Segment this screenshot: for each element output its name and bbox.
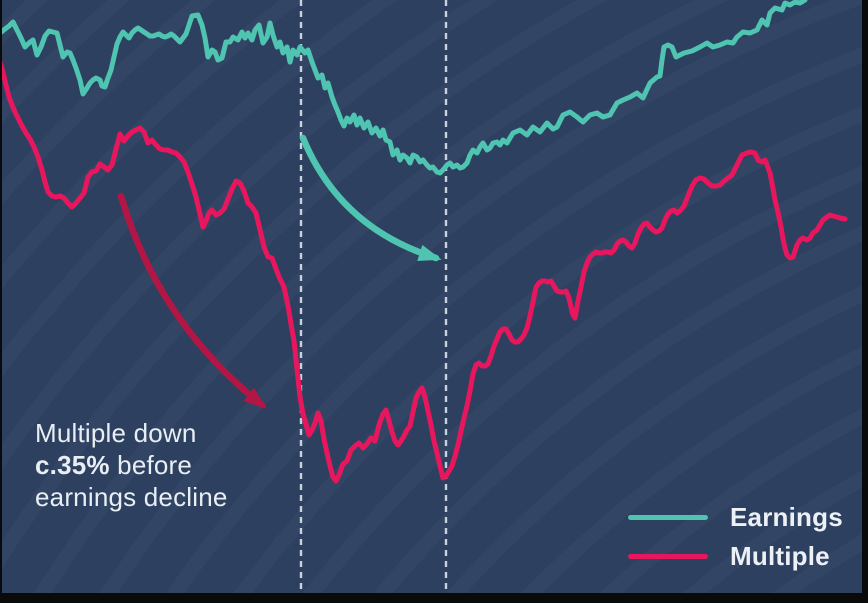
multiple-decline-arrow-head [243, 387, 267, 409]
annotation-line1: Multiple down [35, 418, 197, 448]
legend: Earnings Multiple [628, 501, 843, 579]
earnings-decline-arrow [299, 134, 440, 262]
chart-plot [2, 0, 862, 593]
multiple-decline-arrow [117, 192, 266, 409]
series-line-earnings [2, 0, 808, 176]
earnings-line-swatch [628, 514, 708, 520]
earnings-decline-arrow-head [417, 244, 442, 262]
annotation-line2-rest: before [109, 450, 193, 480]
annotation-line2-bold: c.35% [35, 450, 110, 480]
annotation-multiple-down: Multiple down c.35% before earnings decl… [35, 417, 228, 513]
legend-label-multiple: Multiple [730, 540, 830, 571]
multiple-line-swatch [628, 553, 708, 559]
series-line-multiple [2, 60, 848, 484]
annotation-line3: earnings decline [35, 482, 228, 512]
legend-item-multiple: Multiple [628, 540, 843, 572]
legend-item-earnings: Earnings [628, 501, 843, 533]
plot-background [2, 0, 862, 593]
legend-label-earnings: Earnings [730, 501, 843, 532]
